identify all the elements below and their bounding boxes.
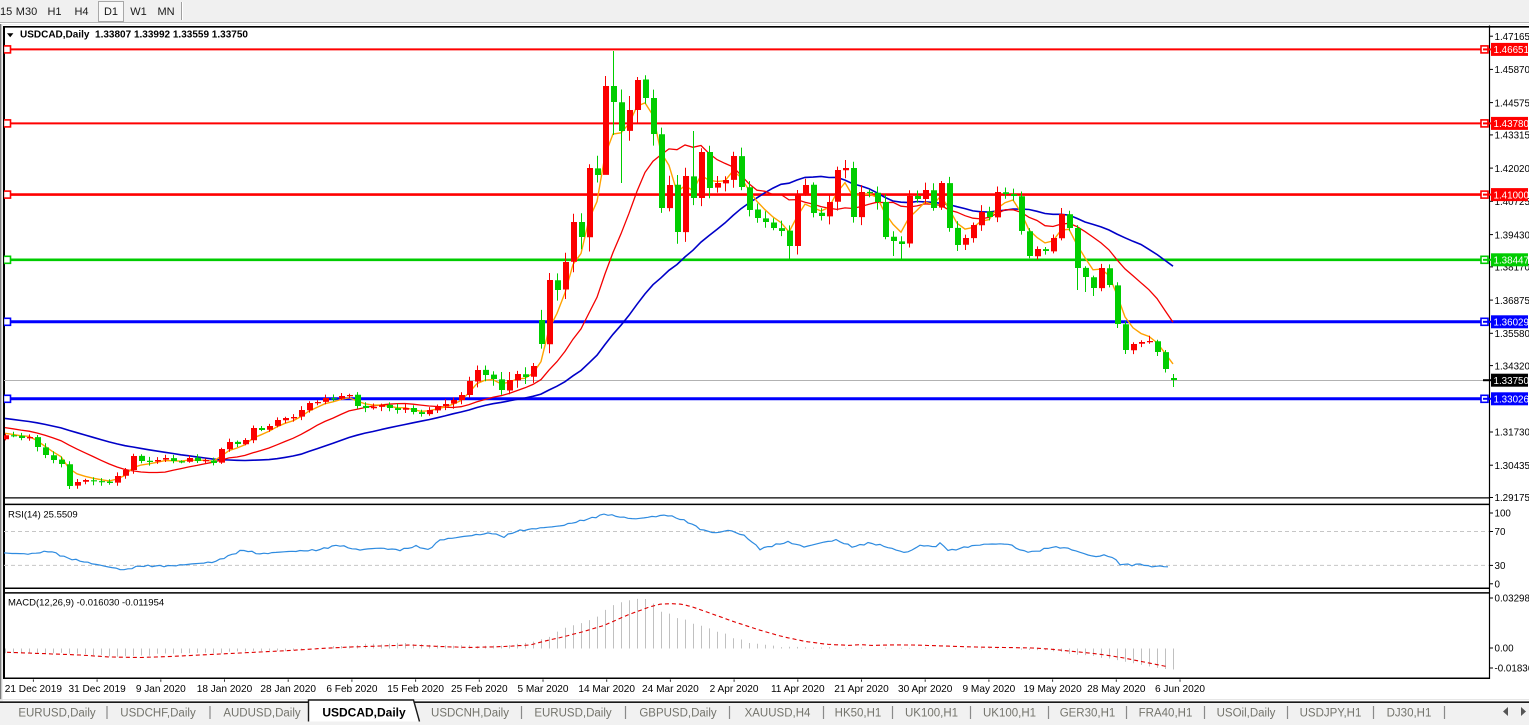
svg-text:1.36029: 1.36029 bbox=[1494, 318, 1529, 329]
svg-text:6 Feb 2020: 6 Feb 2020 bbox=[326, 684, 377, 695]
svg-text:1.38170: 1.38170 bbox=[1495, 263, 1529, 274]
svg-text:31 Dec 2019: 31 Dec 2019 bbox=[68, 684, 126, 695]
svg-text:21 Apr 2020: 21 Apr 2020 bbox=[834, 684, 889, 695]
svg-text:XAUUSD,H4: XAUUSD,H4 bbox=[745, 708, 811, 720]
svg-text:9 May 2020: 9 May 2020 bbox=[963, 684, 1016, 695]
svg-text:1.38447: 1.38447 bbox=[1494, 256, 1529, 267]
svg-text:1.47165: 1.47165 bbox=[1495, 32, 1529, 43]
svg-text:1.31730: 1.31730 bbox=[1495, 428, 1529, 439]
svg-text:1.43780: 1.43780 bbox=[1494, 119, 1529, 130]
svg-text:HK50,H1: HK50,H1 bbox=[835, 708, 882, 720]
svg-text:9 Jan 2020: 9 Jan 2020 bbox=[136, 684, 186, 695]
svg-text:0.00: 0.00 bbox=[1495, 644, 1515, 655]
svg-text:28 Jan 2020: 28 Jan 2020 bbox=[260, 684, 316, 695]
svg-text:1.29175: 1.29175 bbox=[1495, 493, 1529, 504]
svg-text:RSI(14) 25.5509: RSI(14) 25.5509 bbox=[8, 510, 78, 521]
svg-text:1.30435: 1.30435 bbox=[1495, 461, 1529, 472]
svg-text:H4: H4 bbox=[74, 6, 88, 18]
svg-text:USDCHF,Daily: USDCHF,Daily bbox=[120, 708, 196, 720]
svg-text:-0.018364: -0.018364 bbox=[1495, 664, 1529, 675]
svg-text:1.36875: 1.36875 bbox=[1495, 296, 1529, 307]
svg-text:M30: M30 bbox=[16, 6, 37, 18]
svg-text:USDCAD,Daily: USDCAD,Daily bbox=[322, 706, 406, 720]
svg-text:1.34320: 1.34320 bbox=[1495, 361, 1529, 372]
svg-text:28 May 2020: 28 May 2020 bbox=[1087, 684, 1146, 695]
svg-text:25 Feb 2020: 25 Feb 2020 bbox=[451, 684, 508, 695]
svg-text:FRA40,H1: FRA40,H1 bbox=[1139, 708, 1193, 720]
svg-text:1.45870: 1.45870 bbox=[1495, 65, 1529, 76]
svg-text:30 Apr 2020: 30 Apr 2020 bbox=[898, 684, 953, 695]
svg-text:USDCAD,Daily 1.33807 1.33992: USDCAD,Daily 1.33807 1.33992 1.33559 1.3… bbox=[20, 30, 248, 41]
svg-text:UK100,H1: UK100,H1 bbox=[983, 708, 1036, 720]
svg-text:2 Apr 2020: 2 Apr 2020 bbox=[710, 684, 759, 695]
svg-text:1.41000: 1.41000 bbox=[1494, 190, 1529, 201]
svg-text:USOil,Daily: USOil,Daily bbox=[1217, 708, 1276, 720]
svg-text:19 May 2020: 19 May 2020 bbox=[1023, 684, 1082, 695]
svg-text:21 Dec 2019: 21 Dec 2019 bbox=[5, 684, 63, 695]
svg-text:14 Mar 2020: 14 Mar 2020 bbox=[578, 684, 635, 695]
svg-text:1.39430: 1.39430 bbox=[1495, 230, 1529, 241]
svg-text:GBPUSD,Daily: GBPUSD,Daily bbox=[639, 708, 717, 720]
svg-text:GER30,H1: GER30,H1 bbox=[1060, 708, 1116, 720]
svg-text:M15: M15 bbox=[0, 6, 12, 18]
svg-text:EURUSD,Daily: EURUSD,Daily bbox=[534, 708, 612, 720]
svg-text:24 Mar 2020: 24 Mar 2020 bbox=[642, 684, 699, 695]
svg-text:1.44575: 1.44575 bbox=[1495, 98, 1529, 109]
svg-text:30: 30 bbox=[1495, 561, 1506, 572]
svg-text:DJ30,H1: DJ30,H1 bbox=[1387, 708, 1432, 720]
svg-text:D1: D1 bbox=[104, 6, 118, 18]
svg-text:5 Mar 2020: 5 Mar 2020 bbox=[517, 684, 568, 695]
svg-text:1.33026: 1.33026 bbox=[1494, 395, 1529, 406]
svg-text:0.032982: 0.032982 bbox=[1495, 594, 1529, 605]
svg-text:AUDUSD,Daily: AUDUSD,Daily bbox=[223, 708, 301, 720]
svg-text:MN: MN bbox=[157, 6, 174, 18]
svg-text:0: 0 bbox=[1495, 580, 1501, 591]
svg-text:18 Jan 2020: 18 Jan 2020 bbox=[197, 684, 253, 695]
svg-text:1.43315: 1.43315 bbox=[1495, 131, 1529, 142]
svg-text:1.42020: 1.42020 bbox=[1495, 164, 1529, 175]
svg-text:11 Apr 2020: 11 Apr 2020 bbox=[771, 684, 825, 695]
svg-text:6 Jun 2020: 6 Jun 2020 bbox=[1155, 684, 1205, 695]
svg-text:USDJPY,H1: USDJPY,H1 bbox=[1300, 708, 1362, 720]
svg-text:EURUSD,Daily: EURUSD,Daily bbox=[18, 708, 96, 720]
svg-text:UK100,H1: UK100,H1 bbox=[905, 708, 958, 720]
svg-text:1.33750: 1.33750 bbox=[1494, 376, 1529, 387]
svg-text:100: 100 bbox=[1495, 509, 1512, 520]
svg-text:1.40725: 1.40725 bbox=[1495, 197, 1529, 208]
svg-text:1.46651: 1.46651 bbox=[1494, 45, 1529, 56]
svg-text:W1: W1 bbox=[130, 6, 147, 18]
svg-text:USDCNH,Daily: USDCNH,Daily bbox=[431, 708, 509, 720]
svg-text:70: 70 bbox=[1495, 527, 1506, 538]
svg-text:H1: H1 bbox=[47, 6, 61, 18]
svg-text:1.35580: 1.35580 bbox=[1495, 329, 1529, 340]
svg-text:15 Feb 2020: 15 Feb 2020 bbox=[387, 684, 444, 695]
svg-text:MACD(12,26,9) -0.016030 -0.011: MACD(12,26,9) -0.016030 -0.011954 bbox=[8, 598, 164, 609]
